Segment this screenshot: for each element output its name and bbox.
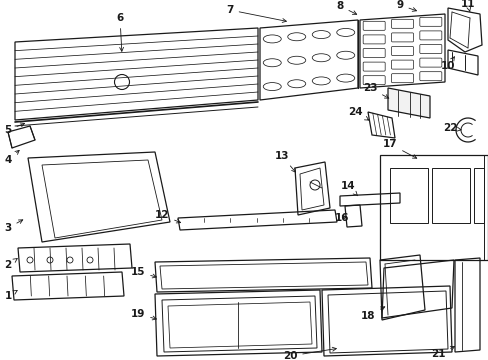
Text: 21: 21 <box>430 346 454 359</box>
Text: 17: 17 <box>382 139 416 158</box>
Text: 4: 4 <box>4 150 19 165</box>
Text: 20: 20 <box>282 347 336 360</box>
Text: 5: 5 <box>4 123 24 135</box>
Text: 7: 7 <box>226 5 286 22</box>
Text: 13: 13 <box>274 151 295 172</box>
Text: 11: 11 <box>460 0 474 12</box>
Text: 9: 9 <box>396 0 416 11</box>
Text: 14: 14 <box>340 181 357 196</box>
Text: 2: 2 <box>4 258 17 270</box>
Text: 6: 6 <box>116 13 123 51</box>
Text: 12: 12 <box>154 210 180 223</box>
Text: 24: 24 <box>347 107 368 120</box>
Text: 1: 1 <box>4 291 17 301</box>
Text: 19: 19 <box>131 309 156 320</box>
Text: 22: 22 <box>442 123 460 133</box>
Text: 18: 18 <box>360 307 384 321</box>
Text: 3: 3 <box>4 220 23 233</box>
Text: 16: 16 <box>334 213 348 223</box>
Polygon shape <box>387 88 429 118</box>
Text: 15: 15 <box>130 267 156 278</box>
Text: 23: 23 <box>362 83 388 98</box>
Text: 8: 8 <box>336 1 356 14</box>
Text: 10: 10 <box>440 57 454 71</box>
